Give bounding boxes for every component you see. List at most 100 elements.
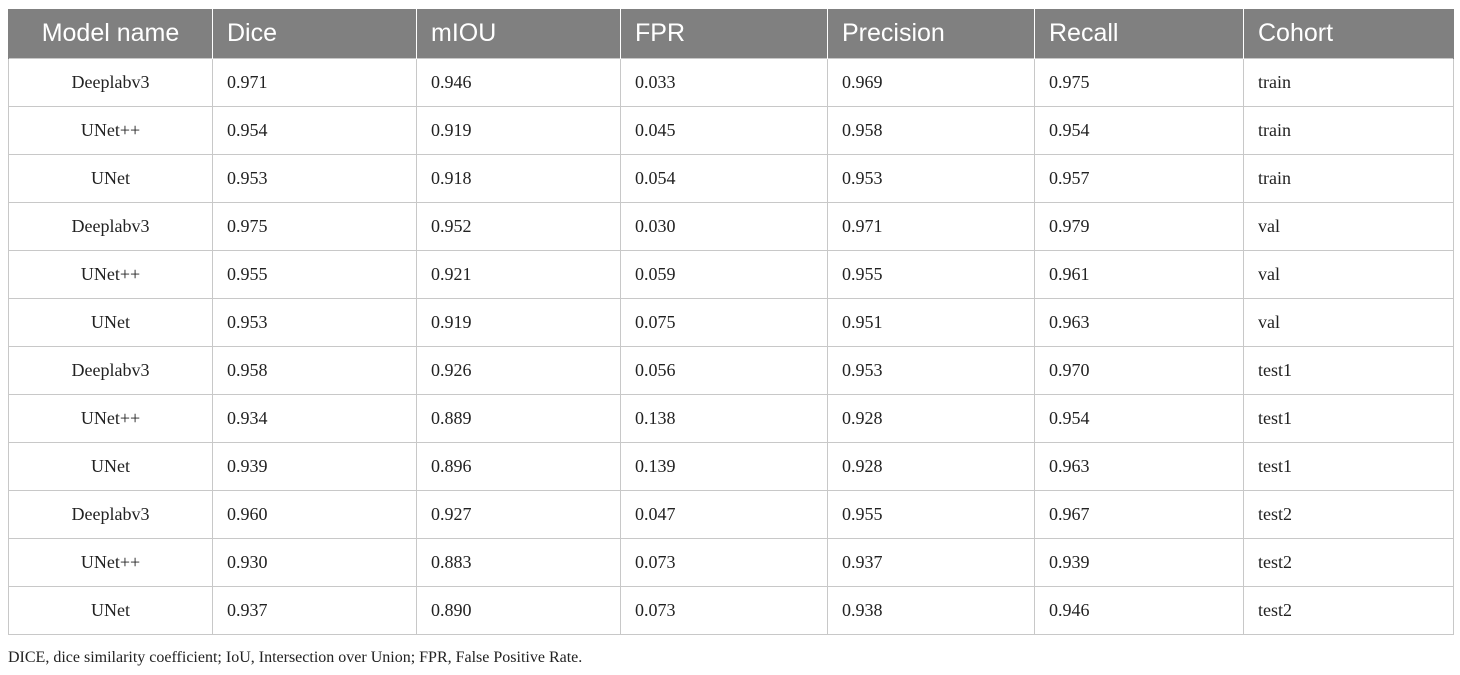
model-name-cell: UNet [8, 298, 213, 347]
cohort-cell: val [1243, 298, 1454, 347]
model-name-cell: UNet++ [8, 394, 213, 443]
miou-cell: 0.890 [416, 586, 621, 635]
model-name-cell: UNet++ [8, 106, 213, 155]
dice-cell: 0.953 [212, 154, 417, 203]
recall-cell: 0.961 [1034, 250, 1244, 299]
table-row: UNet++ 0.930 0.883 0.073 0.937 0.939 test2 [8, 538, 1454, 587]
table-row: UNet 0.937 0.890 0.073 0.938 0.946 test2 [8, 586, 1454, 635]
recall-cell: 0.957 [1034, 154, 1244, 203]
table-row: Deeplabv3 0.960 0.927 0.047 0.955 0.967 test2 [8, 490, 1454, 539]
recall-cell: 0.939 [1034, 538, 1244, 587]
cohort-cell: test2 [1243, 586, 1454, 635]
cohort-cell: train [1243, 154, 1454, 203]
dice-cell: 0.934 [212, 394, 417, 443]
miou-cell: 0.919 [416, 298, 621, 347]
cohort-cell: test1 [1243, 346, 1454, 395]
cohort-cell: test1 [1243, 442, 1454, 491]
precision-cell: 0.969 [827, 58, 1035, 107]
header-dice: Dice [212, 9, 417, 59]
header-fpr: FPR [620, 9, 828, 59]
precision-cell: 0.951 [827, 298, 1035, 347]
recall-cell: 0.954 [1034, 106, 1244, 155]
header-precision: Precision [827, 9, 1035, 59]
cohort-cell: val [1243, 250, 1454, 299]
table-footnote: DICE, dice similarity coefficient; IoU, … [8, 649, 583, 666]
cohort-cell: train [1243, 58, 1454, 107]
cohort-cell: test2 [1243, 490, 1454, 539]
model-name-cell: Deeplabv3 [8, 58, 213, 107]
dice-cell: 0.958 [212, 346, 417, 395]
cohort-cell: test2 [1243, 538, 1454, 587]
precision-cell: 0.953 [827, 346, 1035, 395]
miou-cell: 0.919 [416, 106, 621, 155]
header-miou: mIOU [416, 9, 621, 59]
dice-cell: 0.930 [212, 538, 417, 587]
precision-cell: 0.938 [827, 586, 1035, 635]
table-row: UNet++ 0.934 0.889 0.138 0.928 0.954 test1 [8, 394, 1454, 443]
miou-cell: 0.889 [416, 394, 621, 443]
precision-cell: 0.928 [827, 442, 1035, 491]
precision-cell: 0.937 [827, 538, 1035, 587]
fpr-cell: 0.047 [620, 490, 828, 539]
table-body: Deeplabv3 0.971 0.946 0.033 0.969 0.975 train U… [8, 58, 1454, 635]
dice-cell: 0.975 [212, 202, 417, 251]
recall-cell: 0.946 [1034, 586, 1244, 635]
fpr-cell: 0.059 [620, 250, 828, 299]
fpr-cell: 0.138 [620, 394, 828, 443]
fpr-cell: 0.139 [620, 442, 828, 491]
table-row: Deeplabv3 0.971 0.946 0.033 0.969 0.975 train [8, 58, 1454, 107]
cohort-cell: test1 [1243, 394, 1454, 443]
model-name-cell: UNet [8, 586, 213, 635]
recall-cell: 0.963 [1034, 298, 1244, 347]
fpr-cell: 0.073 [620, 538, 828, 587]
recall-cell: 0.963 [1034, 442, 1244, 491]
recall-cell: 0.954 [1034, 394, 1244, 443]
fpr-cell: 0.033 [620, 58, 828, 107]
table-row: UNet++ 0.954 0.919 0.045 0.958 0.954 train [8, 106, 1454, 155]
precision-cell: 0.958 [827, 106, 1035, 155]
miou-cell: 0.926 [416, 346, 621, 395]
model-name-cell: UNet [8, 442, 213, 491]
precision-cell: 0.971 [827, 202, 1035, 251]
dice-cell: 0.937 [212, 586, 417, 635]
dice-cell: 0.954 [212, 106, 417, 155]
fpr-cell: 0.030 [620, 202, 828, 251]
recall-cell: 0.979 [1034, 202, 1244, 251]
fpr-cell: 0.075 [620, 298, 828, 347]
dice-cell: 0.971 [212, 58, 417, 107]
header-model-name: Model name [8, 9, 213, 59]
header-recall: Recall [1034, 9, 1244, 59]
dice-cell: 0.939 [212, 442, 417, 491]
table-row: Deeplabv3 0.975 0.952 0.030 0.971 0.979 val [8, 202, 1454, 251]
miou-cell: 0.946 [416, 58, 621, 107]
miou-cell: 0.952 [416, 202, 621, 251]
recall-cell: 0.967 [1034, 490, 1244, 539]
table-row: UNet 0.939 0.896 0.139 0.928 0.963 test1 [8, 442, 1454, 491]
model-name-cell: Deeplabv3 [8, 202, 213, 251]
cohort-cell: train [1243, 106, 1454, 155]
results-table-container: Model name Dice mIOU FPR Precision Recal… [8, 9, 1454, 635]
miou-cell: 0.927 [416, 490, 621, 539]
miou-cell: 0.896 [416, 442, 621, 491]
fpr-cell: 0.054 [620, 154, 828, 203]
miou-cell: 0.921 [416, 250, 621, 299]
header-row: Model name Dice mIOU FPR Precision Recal… [8, 9, 1454, 59]
table-row: UNet++ 0.955 0.921 0.059 0.955 0.961 val [8, 250, 1454, 299]
model-name-cell: UNet++ [8, 538, 213, 587]
table-row: UNet 0.953 0.918 0.054 0.953 0.957 train [8, 154, 1454, 203]
dice-cell: 0.960 [212, 490, 417, 539]
miou-cell: 0.883 [416, 538, 621, 587]
table-row: Deeplabv3 0.958 0.926 0.056 0.953 0.970 test1 [8, 346, 1454, 395]
recall-cell: 0.970 [1034, 346, 1244, 395]
precision-cell: 0.928 [827, 394, 1035, 443]
model-name-cell: Deeplabv3 [8, 490, 213, 539]
precision-cell: 0.955 [827, 490, 1035, 539]
table-row: UNet 0.953 0.919 0.075 0.951 0.963 val [8, 298, 1454, 347]
model-name-cell: Deeplabv3 [8, 346, 213, 395]
fpr-cell: 0.056 [620, 346, 828, 395]
precision-cell: 0.953 [827, 154, 1035, 203]
model-name-cell: UNet [8, 154, 213, 203]
table-header: Model name Dice mIOU FPR Precision Recal… [8, 9, 1454, 59]
cohort-cell: val [1243, 202, 1454, 251]
precision-cell: 0.955 [827, 250, 1035, 299]
